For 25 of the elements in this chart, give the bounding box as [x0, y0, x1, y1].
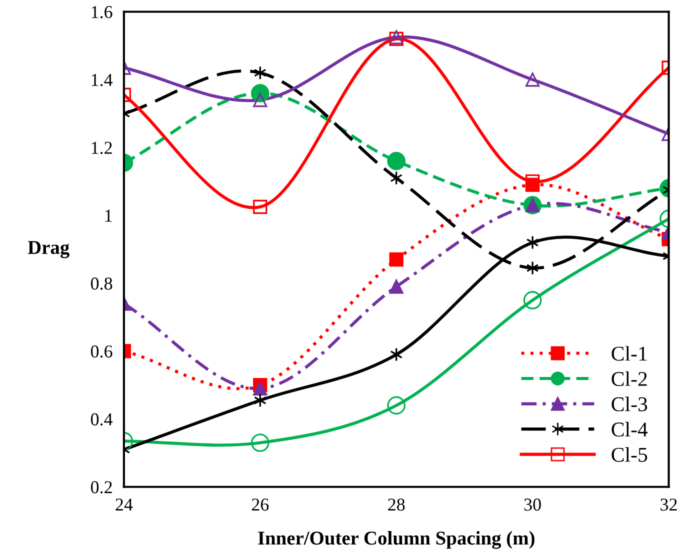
x-tick-label: 28	[388, 498, 405, 511]
y-tick-label: 1.4	[92, 74, 113, 86]
point	[389, 252, 404, 267]
x-tick-label: 32	[660, 498, 677, 511]
y-tick-label: 0.6	[90, 345, 112, 358]
y-tick-label: 1.6	[92, 6, 112, 18]
legend-label: Cl-3	[612, 396, 648, 412]
x-tick-label: 24	[116, 498, 133, 511]
y-tick-label: 0.2	[90, 481, 112, 494]
x-tick-label: 26	[252, 498, 269, 511]
legend-label: Cl-1	[612, 346, 647, 361]
y-tick-label: 1.2	[92, 142, 112, 154]
x-axis-title: Inner/Outer Column Spacing (m)	[258, 531, 534, 549]
y-axis-title: Drag	[28, 241, 70, 258]
point	[390, 347, 403, 362]
point	[387, 396, 406, 415]
legend-label: Cl-4	[612, 422, 648, 437]
legend-label: Cl-5	[612, 447, 648, 462]
y-tick-label: 0.4	[90, 413, 113, 426]
legend-label: Cl-2	[612, 371, 647, 386]
point	[387, 152, 406, 170]
x-tick-label: 30	[524, 498, 541, 511]
y-tick-label: 0.8	[90, 278, 112, 290]
y-tick-label: 1	[105, 210, 112, 222]
point	[389, 280, 404, 294]
